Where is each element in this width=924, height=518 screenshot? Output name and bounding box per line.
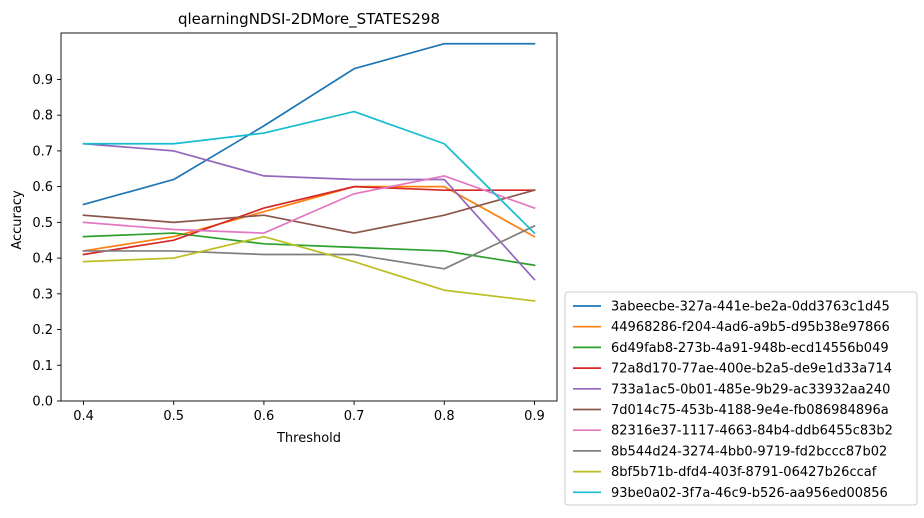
legend-label: 72a8d170-77ae-400e-b2a5-de9e1d33a714 bbox=[611, 362, 892, 377]
y-tick-label: 0.9 bbox=[32, 73, 53, 88]
series-line-3 bbox=[82, 232, 536, 267]
series-line-8 bbox=[82, 224, 536, 270]
legend-label: 44968286-f204-4ad6-a9b5-d95b38e97866 bbox=[611, 320, 890, 335]
series-line-4 bbox=[82, 185, 536, 256]
x-tick-label: 0.8 bbox=[434, 409, 455, 424]
series-line-1 bbox=[82, 42, 536, 206]
series-line-2 bbox=[82, 185, 536, 252]
y-tick-label: 0.8 bbox=[32, 109, 53, 124]
legend-label: 733a1ac5-0b01-485e-9b29-ac33932aa240 bbox=[611, 382, 890, 397]
x-axis-label: Threshold bbox=[276, 431, 341, 446]
series-line-9 bbox=[82, 235, 536, 302]
legend: 3abeecbe-327a-441e-be2a-0dd3763c1d45 4496… bbox=[564, 291, 918, 506]
x-tick-label: 0.7 bbox=[344, 409, 365, 424]
series-line-7 bbox=[82, 175, 536, 234]
x-tick-label: 0.6 bbox=[254, 409, 275, 424]
legend-label: 7d014c75-453b-4188-9e4e-fb086984896a bbox=[611, 403, 889, 418]
series-line-10 bbox=[82, 110, 536, 235]
y-tick-label: 0.7 bbox=[32, 144, 53, 159]
y-axis: 0.0 0.1 0.2 0.3 0.4 0.5 0.6 0.7 0.8 0.9 bbox=[32, 73, 61, 410]
series-line-5 bbox=[82, 142, 536, 281]
y-tick-label: 0.1 bbox=[32, 359, 53, 374]
y-tick-label: 0.5 bbox=[32, 216, 53, 231]
legend-label: 6d49fab8-273b-4a91-948b-ecd14556b049 bbox=[611, 341, 889, 356]
legend-label: 93be0a02-3f7a-46c9-b526-aa956ed00856 bbox=[611, 486, 888, 501]
chart-title: qlearningNDSI-2DMore_STATES298 bbox=[178, 10, 440, 29]
y-tick-label: 0.6 bbox=[32, 180, 53, 195]
y-tick-label: 0.3 bbox=[32, 287, 53, 302]
series-line-6 bbox=[82, 189, 536, 234]
legend-label: 8bf5b71b-dfd4-403f-8791-06427b26ccaf bbox=[611, 465, 877, 480]
y-axis-label: Accuracy bbox=[10, 190, 25, 250]
x-tick-label: 0.9 bbox=[524, 409, 545, 424]
plot-frame bbox=[60, 32, 558, 402]
x-axis: 0.4 0.5 0.6 0.7 0.8 0.9 bbox=[73, 401, 545, 424]
legend-label: 3abeecbe-327a-441e-be2a-0dd3763c1d45 bbox=[611, 300, 890, 315]
x-tick-label: 0.4 bbox=[73, 409, 94, 424]
plot-area bbox=[60, 32, 558, 402]
y-tick-label: 0.4 bbox=[32, 252, 53, 267]
legend-label: 82316e37-1117-4663-84b4-ddb6455c83b2 bbox=[611, 424, 893, 439]
legend-box bbox=[564, 291, 918, 506]
legend-label: 8b544d24-3274-4bb0-9719-fd2bccc87b02 bbox=[611, 444, 887, 459]
y-tick-label: 0.2 bbox=[32, 323, 53, 338]
y-tick-label: 0.0 bbox=[32, 395, 53, 410]
x-tick-label: 0.5 bbox=[163, 409, 184, 424]
